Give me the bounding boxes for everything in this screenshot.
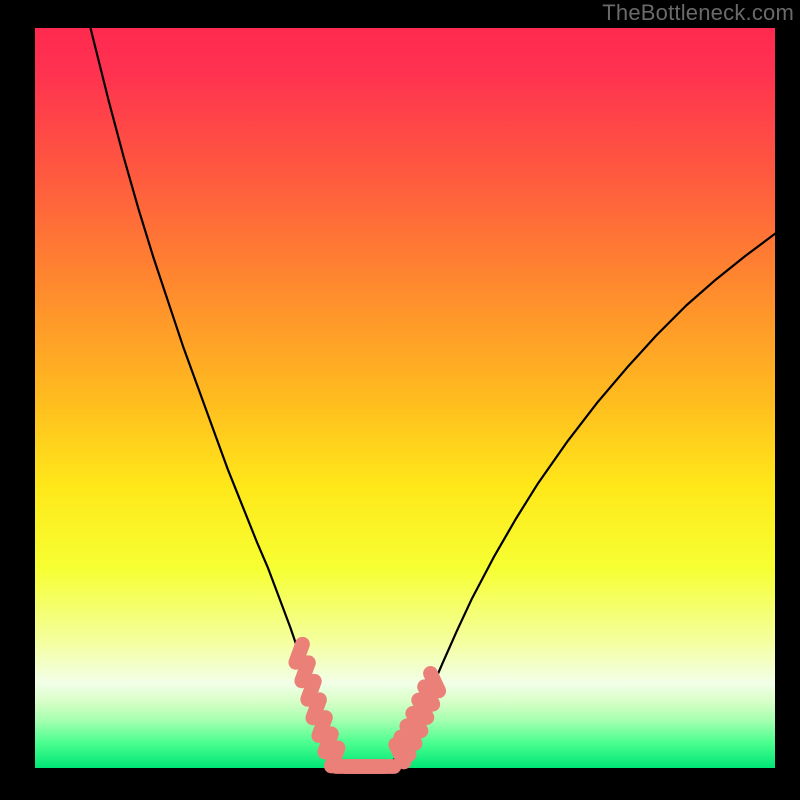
chart-container: TheBottleneck.com bbox=[0, 0, 800, 800]
watermark-text: TheBottleneck.com bbox=[602, 0, 794, 26]
plot-background bbox=[35, 28, 775, 768]
bottleneck-chart bbox=[0, 0, 800, 800]
